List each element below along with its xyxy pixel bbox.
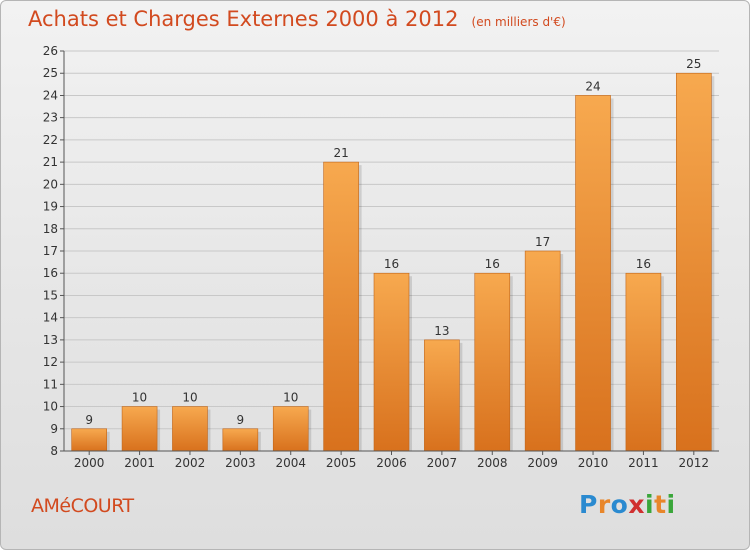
y-tick-label: 9 [50, 422, 58, 436]
bar [172, 406, 208, 452]
x-tick-label: 2006 [376, 456, 407, 470]
bar-value-label: 16 [384, 257, 399, 271]
x-tick-label: 2000 [74, 456, 105, 470]
x-tick-label: 2004 [275, 456, 306, 470]
y-tick-label: 18 [43, 222, 58, 236]
logo-letter: i [666, 490, 676, 519]
y-tick-label: 13 [43, 333, 58, 347]
x-tick-label: 2010 [578, 456, 609, 470]
x-tick-label: 2002 [175, 456, 206, 470]
chart-header: Achats et Charges Externes 2000 à 2012 (… [28, 7, 566, 31]
bar [575, 95, 611, 452]
logo-letter: o [610, 490, 629, 519]
y-tick-label: 20 [43, 177, 58, 191]
bar [424, 339, 460, 452]
bar-value-label: 9 [237, 413, 245, 427]
y-tick-label: 14 [43, 311, 58, 325]
chart-unit: (en milliers d'€) [471, 15, 566, 29]
x-tick-label: 2003 [225, 456, 256, 470]
y-tick-label: 23 [43, 111, 58, 125]
logo-letter: r [597, 490, 611, 519]
bars: 9 10 10 9 10 21 16 13 16 17 24 16 25 [71, 57, 715, 452]
x-tick-label: 2008 [477, 456, 508, 470]
bar-value-label: 10 [182, 391, 197, 405]
logo-letter: x [628, 490, 645, 519]
bar [222, 428, 259, 452]
y-tick-label: 21 [43, 155, 58, 169]
bar-value-label: 9 [85, 413, 93, 427]
bar-value-label: 13 [434, 324, 449, 338]
city-name: AMéCOURT [31, 495, 134, 517]
bar [71, 428, 107, 452]
y-tick-label: 19 [43, 200, 58, 214]
bar-value-label: 21 [333, 146, 348, 160]
bar [474, 272, 511, 452]
x-tick-label: 2001 [124, 456, 155, 470]
x-tick-label: 2009 [527, 456, 558, 470]
y-tick-label: 10 [43, 400, 58, 414]
bar [524, 250, 561, 452]
logo-letter: t [654, 490, 667, 519]
y-tick-label: 22 [43, 133, 58, 147]
y-tick-label: 8 [50, 444, 58, 458]
bar [676, 72, 712, 452]
y-tick-label: 16 [43, 266, 58, 280]
y-tick-label: 12 [43, 355, 58, 369]
bar-value-label: 16 [485, 257, 500, 271]
y-tick-label: 24 [43, 88, 58, 102]
bar [625, 272, 662, 452]
logo-letter: i [645, 490, 655, 519]
x-tick-label: 2011 [628, 456, 659, 470]
y-tick-label: 25 [43, 66, 58, 80]
bar-value-label: 10 [283, 391, 298, 405]
bar [272, 406, 309, 452]
bar-value-label: 24 [585, 79, 600, 93]
y-tick-label: 11 [43, 377, 58, 391]
proxiti-logo[interactable]: Proxiti [579, 490, 676, 519]
x-tick-label: 2005 [326, 456, 357, 470]
bar [323, 161, 359, 452]
bar-value-label: 25 [686, 57, 701, 71]
y-tick-label: 26 [43, 44, 58, 58]
bar [121, 406, 158, 452]
y-tick-label: 17 [43, 244, 58, 258]
x-tick-label: 2007 [427, 456, 458, 470]
x-tick-label: 2012 [679, 456, 710, 470]
bar [373, 272, 410, 452]
y-tick-label: 15 [43, 288, 58, 302]
bar-value-label: 17 [535, 235, 550, 249]
bar-value-label: 10 [132, 391, 147, 405]
bar-value-label: 16 [636, 257, 651, 271]
axes: 8 9 10 11 12 13 14 15 16 17 18 19 20 21 22 23 24 25 26 2000… [43, 44, 719, 470]
chart-title: Achats et Charges Externes 2000 à 2012 [28, 7, 459, 31]
logo-letter: P [579, 490, 598, 519]
